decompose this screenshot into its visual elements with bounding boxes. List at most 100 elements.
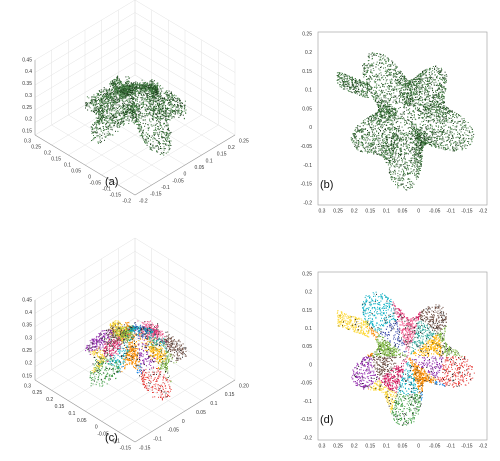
point [426, 111, 427, 112]
point [117, 83, 118, 84]
point [393, 146, 394, 147]
point [379, 150, 380, 151]
point [146, 113, 147, 114]
point [411, 150, 412, 151]
point [169, 140, 170, 141]
point [99, 128, 100, 129]
point [355, 134, 356, 135]
point [152, 83, 153, 84]
point [437, 90, 438, 91]
point [147, 138, 148, 139]
point [110, 98, 111, 99]
point [128, 94, 129, 95]
point [160, 116, 161, 117]
point [157, 112, 158, 113]
point [377, 104, 378, 105]
point [149, 113, 150, 114]
point [388, 144, 389, 145]
point [123, 98, 124, 99]
point [107, 93, 108, 94]
point [400, 179, 401, 180]
point [108, 120, 109, 121]
point [383, 130, 384, 131]
point [166, 134, 167, 135]
point [402, 184, 403, 185]
point [372, 75, 373, 76]
point [130, 116, 131, 117]
point [399, 88, 400, 89]
point [162, 98, 163, 99]
point [121, 87, 122, 88]
point [151, 86, 152, 87]
point [418, 114, 419, 115]
point [374, 140, 375, 141]
point [155, 89, 156, 90]
point [454, 122, 455, 123]
point [404, 114, 405, 115]
point [443, 114, 444, 115]
point [369, 116, 370, 117]
point [120, 86, 121, 87]
point [104, 111, 105, 112]
point [404, 135, 405, 136]
point [146, 136, 147, 137]
point [168, 127, 169, 128]
point [96, 120, 97, 121]
point [147, 143, 148, 144]
point [422, 79, 423, 80]
point [117, 127, 118, 128]
point [99, 104, 100, 105]
point [158, 136, 159, 137]
point [154, 138, 155, 139]
point [123, 102, 124, 103]
point [126, 116, 127, 117]
point [108, 134, 109, 135]
point [467, 141, 468, 142]
point [121, 121, 122, 122]
point [148, 88, 149, 89]
point [106, 105, 107, 106]
point [115, 85, 116, 86]
point [112, 108, 113, 109]
point [415, 131, 416, 132]
point [354, 89, 355, 90]
point [146, 105, 147, 106]
point [106, 110, 107, 111]
point [373, 125, 374, 126]
point [165, 100, 166, 101]
point [92, 128, 93, 129]
point [126, 85, 127, 86]
point [445, 112, 446, 113]
z-tick-label: 0.3 [25, 93, 32, 99]
point [126, 83, 127, 84]
point [150, 104, 151, 105]
point [117, 78, 118, 79]
point [417, 153, 418, 154]
point [389, 73, 390, 74]
point [161, 148, 162, 149]
point [103, 110, 104, 111]
point [143, 94, 144, 95]
point [106, 117, 107, 118]
point [131, 83, 132, 84]
point [181, 106, 182, 107]
point [98, 118, 99, 119]
point [134, 106, 135, 107]
point [150, 147, 151, 148]
point [395, 108, 396, 109]
point [136, 89, 137, 90]
point [164, 141, 165, 142]
point [453, 123, 454, 124]
point [170, 97, 171, 98]
point [390, 115, 391, 116]
point [143, 93, 144, 94]
point [376, 55, 377, 56]
point [364, 94, 365, 95]
point [133, 97, 134, 98]
point [112, 134, 113, 135]
point [152, 88, 153, 89]
point [415, 152, 416, 153]
point [157, 140, 158, 141]
point [437, 132, 438, 133]
point [115, 115, 116, 116]
